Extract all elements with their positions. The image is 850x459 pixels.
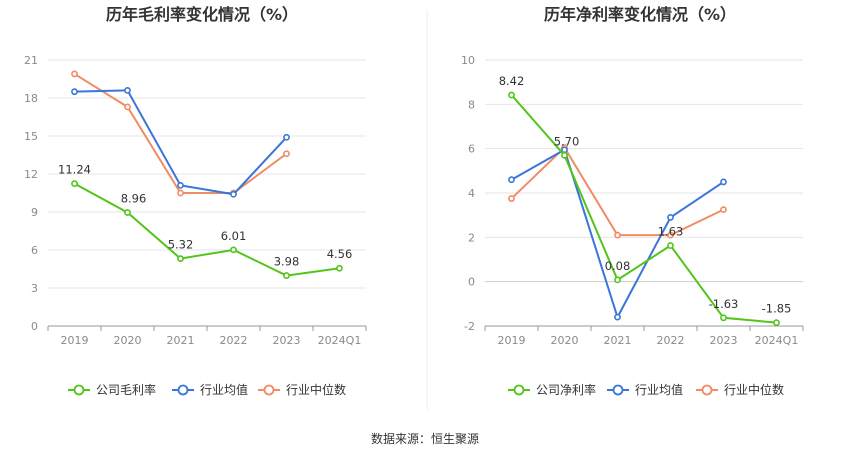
legend-label: 行业均值 [200, 382, 248, 397]
legend-marker-icon [513, 384, 525, 396]
legend-item[interactable]: 行业均值 [607, 382, 683, 397]
data-label: 3.98 [274, 255, 300, 269]
data-point[interactable] [508, 176, 515, 184]
x-tick-label: 2019 [61, 334, 89, 347]
data-point[interactable] [177, 181, 184, 189]
data-label: 4.56 [327, 247, 353, 261]
data-point[interactable] [561, 151, 568, 159]
data-point[interactable] [124, 209, 131, 216]
legend-item[interactable]: 公司净利率 [508, 382, 596, 397]
x-tick-label: 2024Q1 [755, 334, 799, 347]
data-point[interactable] [283, 150, 290, 158]
y-tick-label: -2 [464, 320, 475, 333]
data-point[interactable] [720, 206, 727, 214]
y-tick-label: 12 [24, 168, 38, 181]
data-point[interactable] [614, 276, 621, 284]
data-point[interactable] [667, 213, 674, 221]
source-note: 数据来源：恒生聚源 [371, 431, 479, 446]
data-point[interactable] [667, 231, 674, 239]
data-point[interactable] [614, 313, 621, 321]
x-tick-label: 2023 [273, 334, 301, 347]
gross-margin-chart: 历年毛利率变化情况（%） 0 3 6 9 12 15 18 21 2019 2020 2021 2022… [24, 5, 367, 397]
y-tick-label: 21 [24, 54, 38, 67]
series-line [510, 94, 777, 324]
legend-marker-icon [701, 384, 713, 396]
legend-label: 行业中位数 [724, 382, 784, 397]
y-tick-label: 4 [468, 187, 475, 200]
data-point[interactable] [667, 242, 674, 249]
data-label: 6.01 [221, 229, 247, 243]
x-tick-label: 2020 [551, 334, 579, 347]
data-point[interactable] [508, 195, 515, 202]
data-point[interactable] [773, 319, 780, 327]
series-line [74, 89, 288, 196]
y-tick-label: 0 [468, 276, 475, 289]
legend-marker-icon [263, 384, 275, 396]
y-tick-label: 2 [468, 231, 475, 244]
x-tick-label: 2021 [604, 334, 632, 347]
data-point[interactable] [508, 91, 515, 99]
x-tick-label: 2020 [114, 334, 142, 347]
data-point[interactable] [124, 87, 131, 94]
legend-marker-icon [73, 384, 85, 396]
data-point[interactable] [230, 190, 237, 198]
data-label: 8.96 [121, 192, 147, 206]
x-tick-label: 2024Q1 [318, 334, 362, 347]
y-tick-label: 9 [31, 206, 38, 219]
legend-marker-icon [612, 384, 624, 396]
data-point[interactable] [71, 180, 78, 188]
y-tick-label: 15 [24, 130, 38, 143]
y-tick-label: 8 [468, 98, 475, 111]
data-point[interactable] [614, 231, 621, 239]
data-label: 0.08 [605, 259, 631, 273]
data-label: -1.85 [762, 302, 792, 316]
data-point[interactable] [720, 314, 727, 322]
data-point[interactable] [177, 189, 184, 197]
legend-label: 公司净利率 [536, 382, 596, 397]
data-label: -1.63 [709, 297, 739, 311]
legend-marker-icon [177, 384, 189, 396]
chart-title: 历年净利率变化情况（%） [544, 5, 736, 24]
y-tick-label: 6 [468, 143, 475, 156]
y-tick-label: 18 [24, 92, 38, 105]
legend-label: 公司毛利率 [96, 382, 156, 397]
x-tick-label: 2021 [167, 334, 195, 347]
data-label: 5.70 [554, 134, 580, 148]
data-point[interactable] [71, 88, 78, 96]
data-point[interactable] [283, 272, 290, 279]
legend-label: 行业中位数 [286, 382, 346, 397]
legend-label: 行业均值 [635, 382, 683, 397]
data-label: 8.42 [499, 74, 525, 88]
y-tick-label: 10 [461, 54, 475, 67]
net-margin-chart: 历年净利率变化情况（%） -2 0 2 4 6 8 10 2019 2020 2021 2022 202… [461, 5, 804, 397]
x-tick-label: 2022 [657, 334, 685, 347]
data-point[interactable] [177, 255, 184, 263]
data-label: 5.32 [168, 238, 194, 252]
legend-item[interactable]: 行业均值 [172, 382, 248, 397]
data-point[interactable] [71, 70, 78, 78]
x-tick-label: 2023 [710, 334, 738, 347]
data-point[interactable] [230, 246, 237, 254]
x-tick-label: 2019 [498, 334, 526, 347]
y-tick-label: 0 [31, 320, 38, 333]
data-point[interactable] [283, 133, 290, 141]
chart-title: 历年毛利率变化情况（%） [106, 5, 298, 24]
legend-item[interactable]: 行业中位数 [258, 382, 346, 397]
data-point[interactable] [124, 103, 131, 111]
data-point[interactable] [336, 264, 343, 272]
y-tick-label: 6 [31, 244, 38, 257]
x-tick-label: 2022 [220, 334, 248, 347]
legend-item[interactable]: 公司毛利率 [68, 382, 156, 397]
series-line [74, 182, 340, 277]
y-tick-label: 3 [31, 282, 38, 295]
data-label: 1.63 [658, 225, 684, 239]
legend-item[interactable]: 行业中位数 [696, 382, 784, 397]
data-point[interactable] [720, 178, 727, 186]
data-label: 11.24 [58, 163, 91, 177]
